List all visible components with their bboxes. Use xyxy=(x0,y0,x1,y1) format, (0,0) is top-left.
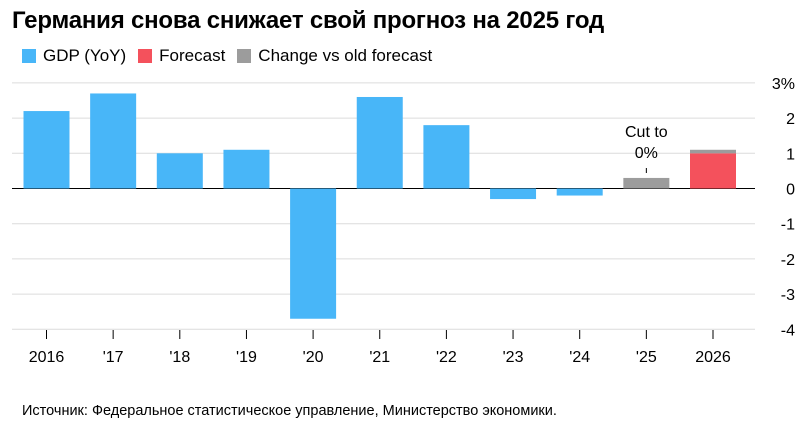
x-tick-label: '23 xyxy=(503,349,524,366)
x-tick-label: '18 xyxy=(169,349,190,366)
source-note: Источник: Федеральное статистическое упр… xyxy=(22,403,557,419)
gdp-bar xyxy=(356,96,403,189)
change-bar xyxy=(690,149,736,154)
gdp-bar xyxy=(223,149,270,189)
y-tick-label: 1 xyxy=(786,146,795,163)
x-tick-label: 2026 xyxy=(695,349,731,366)
bar-chart: 3% 2 1 0 -1 -2 -3 -4 2016 '17 '18 '19 '20 '21 '22 '23 '2… xyxy=(12,76,795,366)
annotation-text: Cut to xyxy=(625,124,668,141)
forecast-bar xyxy=(690,153,736,189)
gdp-bar xyxy=(156,153,203,189)
legend-swatch-change xyxy=(237,49,252,63)
legend-swatch-forecast xyxy=(138,49,153,63)
x-tick-label: '19 xyxy=(236,349,257,366)
chart-title: Германия снова снижает свой прогноз на 2… xyxy=(12,7,604,34)
y-tick-label: -1 xyxy=(781,217,795,234)
x-tick-label: '20 xyxy=(303,349,324,366)
x-tick-label: '22 xyxy=(436,349,457,366)
legend-swatch-gdp xyxy=(22,49,36,63)
legend-item-gdp: GDP (YoY) xyxy=(22,46,126,66)
gdp-bar xyxy=(423,125,470,189)
legend-item-change: Change vs old forecast xyxy=(237,46,432,66)
legend-label-change: Change vs old forecast xyxy=(258,46,433,65)
x-tick-label: '21 xyxy=(369,349,390,366)
legend-item-forecast: Forecast xyxy=(138,46,225,66)
legend-label-gdp: GDP (YoY) xyxy=(43,46,127,65)
gdp-bar xyxy=(556,188,603,196)
legend: GDP (YoY) Forecast Change vs old forecas… xyxy=(22,46,432,66)
gdp-bar xyxy=(290,188,337,319)
x-tick-label: '25 xyxy=(636,349,657,366)
x-tick-label: '24 xyxy=(569,349,590,366)
gdp-bar xyxy=(90,93,137,189)
y-tick-label: 0 xyxy=(786,182,795,199)
x-tick-label: 2016 xyxy=(29,349,65,366)
y-tick-label: -4 xyxy=(781,322,795,339)
y-tick-label: -3 xyxy=(781,287,795,304)
y-tick-label: -2 xyxy=(781,252,795,269)
legend-label-forecast: Forecast xyxy=(159,46,226,65)
gdp-bar xyxy=(490,188,537,200)
y-tick-label: 3% xyxy=(772,76,795,93)
y-tick-label: 2 xyxy=(786,111,795,128)
x-tick-label: '17 xyxy=(103,349,124,366)
gdp-bar xyxy=(23,111,70,189)
change-bar xyxy=(623,177,670,189)
annotation-text: 0% xyxy=(635,145,658,162)
